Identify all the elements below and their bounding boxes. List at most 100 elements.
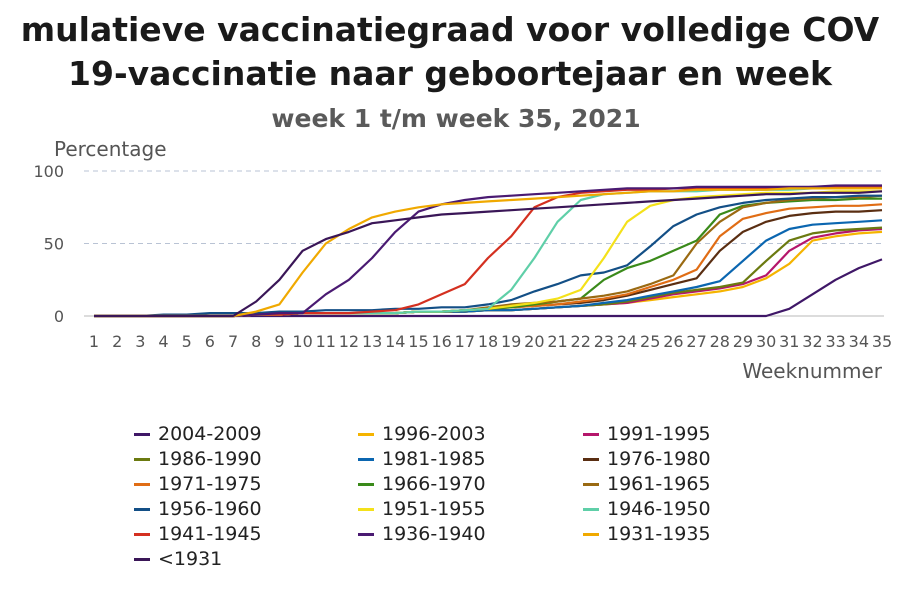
legend-label: 1966-1970 xyxy=(382,473,486,495)
series-line-15 xyxy=(94,190,883,318)
legend-label: 1971-1975 xyxy=(158,473,262,495)
x-tick-label: 33 xyxy=(825,332,845,351)
legend-swatch xyxy=(583,507,599,511)
y-axis-label: Percentage xyxy=(54,137,167,161)
series-line-6 xyxy=(94,203,883,318)
legend-label: 1931-1935 xyxy=(607,523,711,545)
legend-swatch xyxy=(134,482,150,486)
legend-item: 1946-1950 xyxy=(583,497,711,521)
x-tick-label: 9 xyxy=(274,332,284,351)
legend-swatch xyxy=(358,432,374,436)
legend-item: 1996-2003 xyxy=(358,422,486,446)
x-tick-label: 30 xyxy=(756,332,776,351)
legend-label: 1976-1980 xyxy=(607,448,711,470)
x-tick-label: 14 xyxy=(385,332,405,351)
chart-subtitle: week 1 t/m week 35, 2021 xyxy=(271,104,641,133)
x-tick-label: 16 xyxy=(431,332,451,351)
x-tick-label: 22 xyxy=(571,332,591,351)
legend-item: 1976-1980 xyxy=(583,447,711,471)
x-tick-label: 21 xyxy=(547,332,567,351)
x-tick-label: 7 xyxy=(228,332,238,351)
x-tick-label: 27 xyxy=(686,332,706,351)
legend-swatch xyxy=(134,507,150,511)
legend-label: 1986-1990 xyxy=(158,448,262,470)
legend-label: 1951-1955 xyxy=(382,498,486,520)
legend-item: 1951-1955 xyxy=(358,497,486,521)
legend-label: 1941-1945 xyxy=(158,523,262,545)
legend-item: 1956-1960 xyxy=(134,497,262,521)
legend-label: 2004-2009 xyxy=(158,423,262,445)
legend-swatch xyxy=(583,432,599,436)
x-tick-label: 12 xyxy=(339,332,359,351)
x-tick-label: 34 xyxy=(849,332,869,351)
legend-item: 1961-1965 xyxy=(583,472,711,496)
x-tick-label: 26 xyxy=(663,332,683,351)
legend-label: 1981-1985 xyxy=(382,448,486,470)
x-tick-label: 6 xyxy=(205,332,215,351)
x-tick-label: 17 xyxy=(455,332,475,351)
legend-swatch xyxy=(358,457,374,461)
x-tick-label: 23 xyxy=(594,332,614,351)
x-tick-label: 31 xyxy=(779,332,799,351)
legend-item: 1941-1945 xyxy=(134,522,262,546)
x-tick-label: 3 xyxy=(135,332,145,351)
y-tick-label: 0 xyxy=(54,307,64,326)
x-tick-label: 25 xyxy=(640,332,660,351)
legend-swatch xyxy=(134,432,150,436)
legend-item: 1931-1935 xyxy=(583,522,711,546)
legend-item: 1936-1940 xyxy=(358,522,486,546)
x-tick-label: 10 xyxy=(292,332,312,351)
x-tick-label: 24 xyxy=(617,332,637,351)
series-line-14 xyxy=(94,187,882,318)
legend-swatch xyxy=(358,482,374,486)
legend-swatch xyxy=(583,482,599,486)
legend-item: 2004-2009 xyxy=(134,422,262,446)
legend-swatch xyxy=(358,532,374,536)
x-tick-label: 35 xyxy=(872,332,892,351)
x-tick-label: 18 xyxy=(478,332,498,351)
series-line-4 xyxy=(94,219,883,318)
x-tick-label: 8 xyxy=(251,332,261,351)
y-axis-ticks: 0 50 100 xyxy=(33,162,64,326)
series-line-12 xyxy=(94,185,882,318)
x-tick-label: 1 xyxy=(89,332,99,351)
x-tick-label: 32 xyxy=(802,332,822,351)
x-axis-ticks: 1 2 3 4 5 6 7 8 9 10 11 12 13 14 15 16 17 18 19 20 21 22 23 24 2… xyxy=(89,332,892,351)
legend-label: 1996-2003 xyxy=(382,423,486,445)
legend-item: 1986-1990 xyxy=(134,447,262,471)
series-lines xyxy=(94,184,883,318)
legend-swatch xyxy=(358,507,374,511)
legend-label: 1956-1960 xyxy=(158,498,262,520)
x-tick-label: 2 xyxy=(112,332,122,351)
chart-title-line-1: mulatieve vaccinatiegraad voor volledige… xyxy=(20,10,880,49)
series-line-11 xyxy=(94,187,882,318)
legend-label: 1991-1995 xyxy=(607,423,711,445)
legend-label: 1961-1965 xyxy=(607,473,711,495)
legend-item: 1971-1975 xyxy=(134,472,262,496)
legend-label: 1946-1950 xyxy=(607,498,711,520)
series-line-3 xyxy=(94,226,883,318)
x-tick-label: 29 xyxy=(733,332,753,351)
legend-item: 1991-1995 xyxy=(583,422,711,446)
series-line-9 xyxy=(94,194,882,318)
legend-label: 1936-1940 xyxy=(382,523,486,545)
series-line-10 xyxy=(94,190,882,318)
x-axis-label: Weeknummer xyxy=(742,359,882,383)
x-tick-label: 19 xyxy=(501,332,521,351)
legend-item: 1981-1985 xyxy=(358,447,486,471)
legend-swatch xyxy=(134,457,150,461)
x-tick-label: 5 xyxy=(182,332,192,351)
legend-label: <1931 xyxy=(158,548,223,570)
chart-title-line-2: 19-vaccinatie naar geboortejaar en week xyxy=(68,54,832,93)
x-tick-label: 11 xyxy=(316,332,336,351)
x-tick-label: 15 xyxy=(408,332,428,351)
legend-swatch xyxy=(134,557,150,561)
y-tick-label: 100 xyxy=(33,162,64,181)
legend-swatch xyxy=(134,532,150,536)
y-tick-label: 50 xyxy=(44,235,64,254)
legend-swatch xyxy=(583,532,599,536)
x-tick-label: 28 xyxy=(710,332,730,351)
legend-swatch xyxy=(583,457,599,461)
x-tick-label: 4 xyxy=(158,332,168,351)
